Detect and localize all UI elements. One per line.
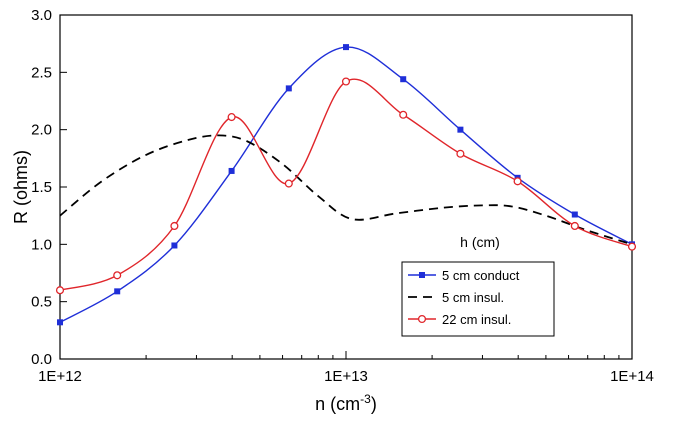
data-point bbox=[285, 85, 292, 92]
data-point bbox=[343, 44, 349, 51]
x-tick-label: 1E+14 bbox=[610, 368, 654, 385]
data-point bbox=[341, 77, 351, 86]
data-point bbox=[55, 286, 65, 295]
series-line-5-cm-insul bbox=[59, 134, 633, 246]
x-axis-label-base: n (cm bbox=[315, 394, 360, 414]
y-tick-label: 1.5 bbox=[31, 179, 52, 196]
data-point bbox=[114, 288, 121, 295]
x-axis-label-end: ) bbox=[371, 394, 377, 414]
x-tick-label: 1E+12 bbox=[38, 368, 82, 385]
legend-marker bbox=[417, 314, 427, 324]
legend-label-22-cm-insul: 22 cm insul. bbox=[442, 312, 511, 327]
y-tick-label: 0.5 bbox=[31, 294, 52, 311]
data-point bbox=[170, 221, 179, 231]
data-point bbox=[399, 110, 408, 119]
series-5-cm-conduct bbox=[57, 44, 635, 326]
y-tick-label: 0.0 bbox=[31, 351, 52, 368]
legend: h (cm) 5 cm conduct 5 cm insul. 22 cm insul… bbox=[401, 234, 555, 337]
data-point bbox=[513, 177, 522, 186]
series-line-5-cm-conduct bbox=[59, 46, 633, 323]
y-tick-label: 2.0 bbox=[31, 122, 52, 139]
series-layer bbox=[55, 44, 637, 326]
legend-marker bbox=[419, 272, 425, 278]
data-point bbox=[571, 211, 578, 218]
data-point bbox=[627, 242, 637, 251]
data-point bbox=[457, 126, 464, 133]
data-point bbox=[228, 167, 235, 174]
data-point bbox=[113, 271, 122, 280]
series-line-22-cm-insul bbox=[59, 78, 633, 291]
x-axis-label-sup: -3 bbox=[360, 392, 371, 406]
data-point bbox=[570, 221, 579, 231]
data-point bbox=[456, 149, 465, 158]
series-22-cm-insul bbox=[55, 77, 637, 295]
y-axis-label: R (ohms) bbox=[11, 150, 31, 224]
y-tick-label: 1.0 bbox=[31, 236, 52, 253]
legend-title: h (cm) bbox=[460, 234, 500, 250]
y-tick-label: 2.5 bbox=[31, 64, 52, 81]
y-tick-label: 3.0 bbox=[31, 7, 52, 24]
data-point bbox=[400, 76, 407, 83]
data-point bbox=[171, 242, 178, 249]
data-point bbox=[227, 113, 236, 122]
x-tick-label: 1E+13 bbox=[324, 368, 368, 385]
data-point bbox=[284, 179, 293, 188]
data-point bbox=[57, 319, 63, 326]
legend-label-5-cm-insul: 5 cm insul. bbox=[442, 290, 504, 305]
legend-label-5-cm-conduct: 5 cm conduct bbox=[442, 268, 520, 283]
ticks: 0.0 0.5 1.0 1.5 2.0 2.5 3.0 1E+12 1E+13 1E+14 bbox=[31, 7, 654, 385]
series-5-cm-insul bbox=[59, 134, 633, 246]
x-axis-label: n (cm-3) bbox=[315, 392, 377, 414]
